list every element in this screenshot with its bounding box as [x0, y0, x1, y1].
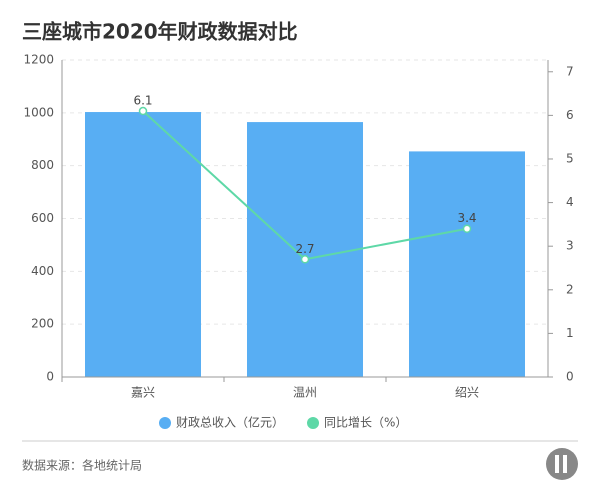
source-note: 数据来源：各地统计局 [22, 458, 142, 473]
y2-tick-label: 7 [566, 64, 574, 78]
bar [247, 122, 363, 378]
x-tick-label: 温州 [293, 386, 317, 400]
y-tick-label: 800 [31, 158, 54, 172]
y-tick-label: 600 [31, 211, 54, 225]
y2-tick-label: 5 [566, 151, 574, 165]
chart-title: 三座城市2020年财政数据对比 [22, 20, 298, 44]
bar [85, 112, 201, 377]
point [138, 106, 148, 116]
x-tick-label: 嘉兴 [131, 386, 155, 400]
y-tick-label: 0 [46, 370, 54, 384]
y2-tick-label: 4 [566, 195, 574, 209]
y-tick-label: 400 [31, 264, 54, 278]
value-label: 2.7 [295, 242, 314, 256]
y2-tick-label: 1 [566, 326, 574, 340]
y2-tick-label: 0 [566, 370, 574, 384]
value-label: 3.4 [457, 211, 476, 225]
logo [546, 448, 578, 480]
legend-label: 财政总收入（亿元） [176, 415, 284, 430]
legend-label: 同比增长（%） [324, 416, 407, 430]
y2-tick-label: 2 [566, 282, 574, 296]
point [462, 224, 472, 233]
point [300, 255, 310, 264]
y2-tick-label: 3 [566, 239, 574, 253]
legend-swatch [307, 417, 320, 429]
y-tick-label: 1200 [23, 53, 54, 67]
y-tick-label: 1000 [23, 105, 54, 119]
x-tick-label: 绍兴 [455, 386, 479, 400]
value-label: 6.1 [133, 94, 152, 108]
y-tick-label: 200 [31, 317, 54, 331]
y2-tick-label: 6 [566, 108, 574, 122]
bar [409, 151, 525, 377]
legend-swatch [159, 417, 171, 429]
